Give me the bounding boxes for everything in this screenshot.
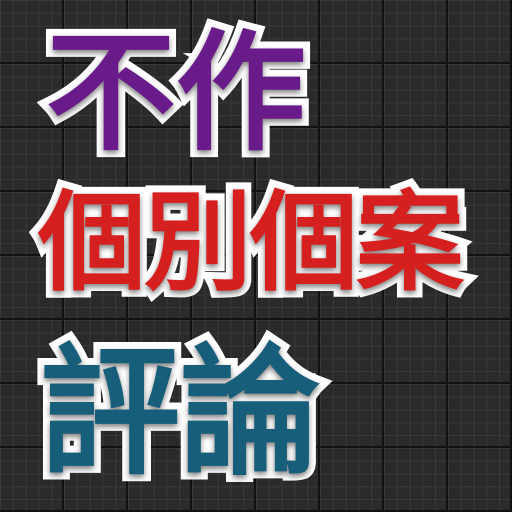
headline-line-3: 評論 (33, 324, 327, 502)
headline-line-2: 個別個案 (31, 173, 471, 313)
headline-line-1: 不作 (39, 11, 313, 175)
